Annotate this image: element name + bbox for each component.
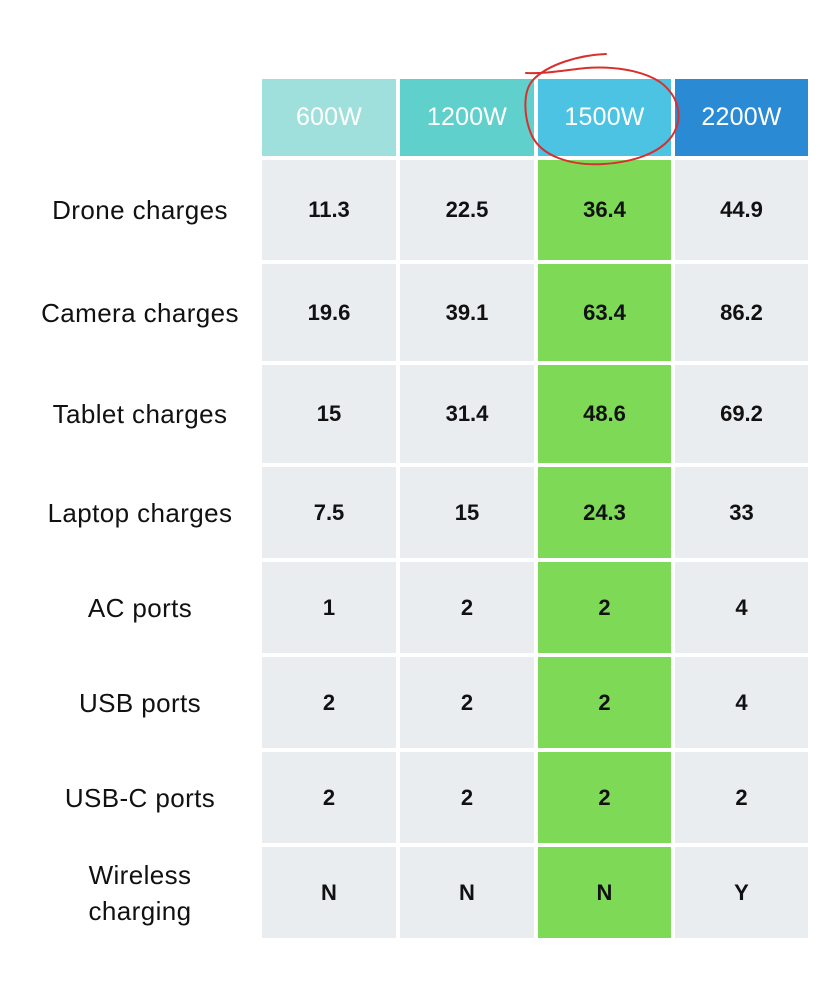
table-cell: 4 [675,657,808,748]
table-cell-highlighted: 63.4 [538,264,671,361]
column-header-1200w: 1200W [400,79,534,156]
table-cell: 22.5 [400,160,534,260]
row-label-usb-c-ports: USB-C ports [64,782,216,813]
row-label-ac-ports: AC ports [87,592,193,623]
table-cell: N [262,847,396,938]
table-cell: 2 [262,752,396,843]
column-header-600w: 600W [262,79,396,156]
table-cell-highlighted: 2 [538,562,671,653]
table-cell: 1 [262,562,396,653]
row-label-drone-charges: Drone charges [52,195,228,225]
table-cell: 2 [400,562,534,653]
table-cell: Y [675,847,808,938]
row-label-wireless-charging: Wireless charging [88,859,192,926]
table-cell: 86.2 [675,264,808,361]
column-header-2200w: 2200W [675,79,808,156]
table-cell-highlighted: 24.3 [538,467,671,558]
table-cell: 4 [675,562,808,653]
table-cell-highlighted: 36.4 [538,160,671,260]
row-label-usb-ports: USB ports [78,687,202,718]
table-cell: 44.9 [675,160,808,260]
table-cell-highlighted: 2 [538,657,671,748]
table-cell: 15 [262,365,396,463]
row-label-camera-charges: Camera charges [41,297,239,328]
table-cell: 69.2 [675,365,808,463]
table-cell: 2 [262,657,396,748]
table-cell: 31.4 [400,365,534,463]
column-header-1500w: 1500W [538,79,671,156]
row-label-laptop-charges: Laptop charges [47,497,233,528]
table-cell: 2 [400,657,534,748]
table-cell: N [400,847,534,938]
table-cell: 7.5 [262,467,396,558]
table-cell: 39.1 [400,264,534,361]
table-cell: 2 [400,752,534,843]
table-cell-highlighted: N [538,847,671,938]
table-cell: 11.3 [262,160,396,260]
table-cell: 15 [400,467,534,558]
table-cell-highlighted: 48.6 [538,365,671,463]
table-cell: 2 [675,752,808,843]
table-cell-highlighted: 2 [538,752,671,843]
row-label-tablet-charges: Tablet charges [52,399,228,429]
table-cell: 19.6 [262,264,396,361]
table-cell: 33 [675,467,808,558]
